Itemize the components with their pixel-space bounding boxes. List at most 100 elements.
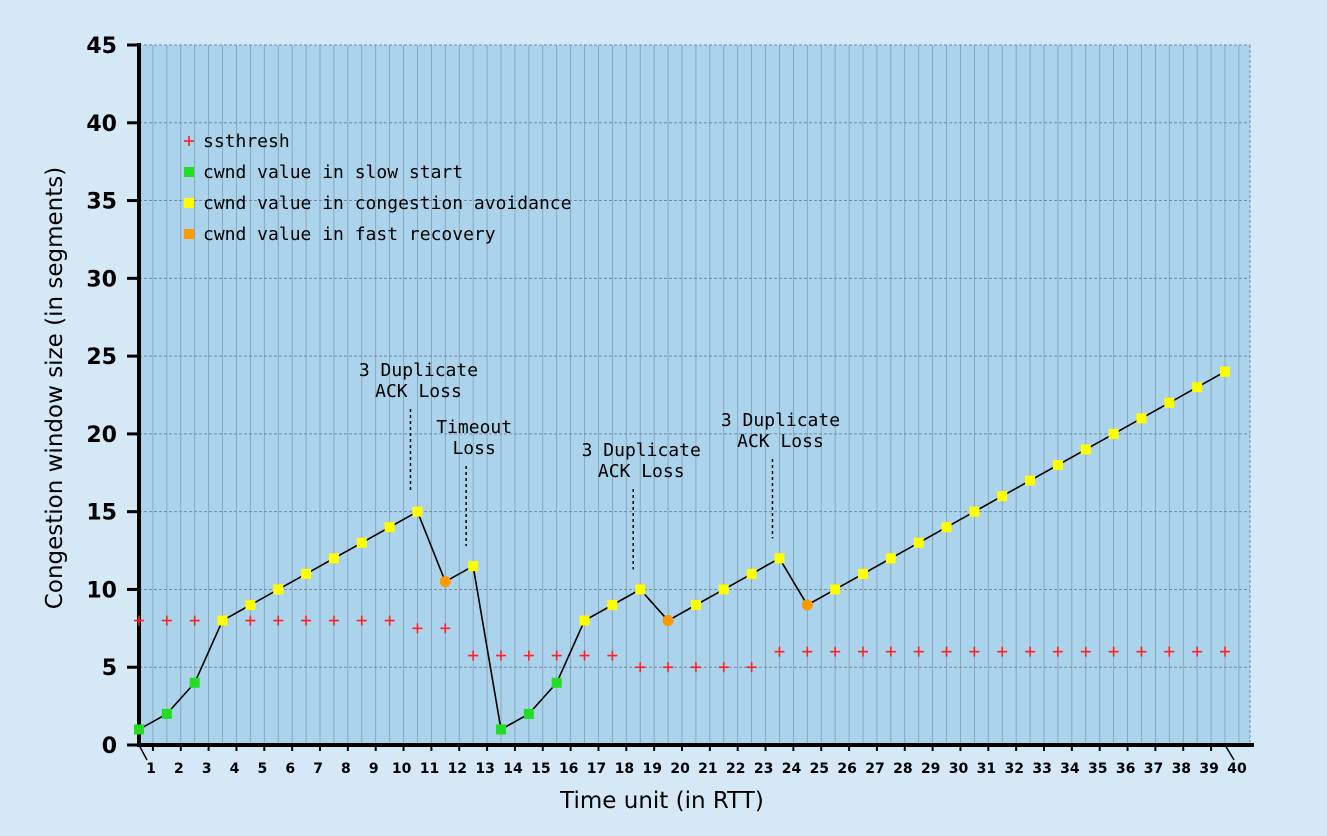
ssthresh-point [635,662,646,673]
x-axis-start-lead [138,744,148,761]
annotation-label: Loss [452,438,495,459]
x-tick-label: 33 [1032,761,1051,777]
x-tick-label: 9 [369,761,379,777]
ssthresh-point [1108,646,1119,657]
ssthresh-point [1136,646,1147,657]
cwnd-point-congestion-avoidance [635,584,646,595]
x-tick-label: 34 [1060,761,1080,777]
ssthresh-point [161,615,172,626]
ssthresh-point [412,623,423,634]
ssthresh-point [858,646,868,657]
legend-marker [184,167,194,177]
legend-marker [184,229,194,239]
ssthresh-point [1080,646,1091,657]
annotation-label: ACK Loss [737,431,824,452]
cwnd-point-congestion-avoidance [997,491,1008,502]
ssthresh-point [718,662,729,673]
cwnd-point-congestion-avoidance [885,553,896,564]
legend-label: ssthresh [203,131,290,152]
ssthresh-point [941,646,952,657]
cwnd-point-congestion-avoidance [384,522,395,533]
x-tick-label: 16 [559,761,578,777]
cwnd-point-congestion-avoidance [718,584,729,595]
x-tick-label: 39 [1199,761,1218,777]
cwnd-point-congestion-avoidance [301,568,312,579]
ssthresh-point [690,662,701,673]
cwnd-point-fast-recovery [439,576,451,588]
cwnd-point-fast-recovery [662,615,674,627]
x-tick-label: 14 [503,761,523,777]
cwnd-point-congestion-avoidance [1136,413,1147,424]
cwnd-point-congestion-avoidance [1080,444,1091,455]
x-tick-label: 12 [448,761,467,777]
cwnd-point-congestion-avoidance [941,522,952,533]
x-tick-label: 27 [865,761,884,777]
x-tick-label: 19 [642,761,661,777]
ssthresh-point [1025,646,1036,657]
cwnd-point-congestion-avoidance [328,553,339,564]
x-tick-label: 18 [615,761,634,777]
x-tick-label: 2 [174,761,184,777]
ssthresh-point [328,615,339,626]
ssthresh-point [245,615,256,626]
cwnd-point-fast-recovery [801,599,813,611]
ssthresh-point [301,615,312,626]
ssthresh-point [468,650,479,661]
cwnd-point-congestion-avoidance [858,568,868,579]
cwnd-point-congestion-avoidance [468,561,479,572]
cwnd-point-congestion-avoidance [245,600,256,610]
cwnd-point-congestion-avoidance [217,615,228,626]
ssthresh-point [551,650,562,661]
legend-label: cwnd value in slow start [203,162,463,183]
cwnd-point-congestion-avoidance [1192,382,1203,393]
x-axis-end-lead [1224,744,1235,761]
ssthresh-point [496,650,506,661]
cwnd-point-congestion-avoidance [774,553,785,564]
cwnd-point-congestion-avoidance [1052,460,1063,470]
annotation-label: 3 Duplicate [721,410,840,431]
ssthresh-point [189,615,200,626]
ssthresh-point [607,650,618,661]
cwnd-point-congestion-avoidance [913,537,924,548]
x-tick-label: 24 [782,761,802,777]
ssthresh-point [663,662,674,673]
cwnd-point-slow-start [551,677,562,688]
x-tick-label: 23 [754,761,773,777]
x-tick-label: 40 [1227,761,1247,777]
legend-marker [184,198,194,208]
cwnd-point-congestion-avoidance [273,584,284,595]
cwnd-point-congestion-avoidance [356,537,367,548]
ssthresh-point [523,650,534,661]
cwnd-point-congestion-avoidance [969,506,980,517]
ssthresh-point [802,646,813,657]
x-axis-title: Time unit (in RTT) [559,788,764,814]
y-tick-label: 5 [102,656,117,681]
cwnd-point-congestion-avoidance [607,600,618,610]
x-tick-label: 29 [921,761,940,777]
ssthresh-point [885,646,896,657]
y-tick-label: 45 [86,34,117,59]
x-tick-label: 8 [341,761,351,777]
cwnd-point-congestion-avoidance [1164,397,1175,408]
ssthresh-point [1052,646,1063,657]
annotation-label: 3 Duplicate [359,360,478,381]
annotation-label: ACK Loss [375,381,462,402]
x-tick-label: 22 [726,761,745,777]
x-tick-label: 35 [1088,761,1107,777]
cwnd-point-congestion-avoidance [1025,475,1036,486]
ssthresh-point [440,623,451,634]
x-tick-label: 37 [1144,761,1163,777]
cwnd-point-congestion-avoidance [830,584,841,595]
cwnd-point-congestion-avoidance [746,568,757,579]
cwnd-point-slow-start [161,708,172,719]
x-tick-label: 7 [313,761,323,777]
cwnd-point-congestion-avoidance [1220,366,1230,377]
y-tick-label: 40 [86,112,117,137]
x-tick-label: 11 [420,761,439,777]
ssthresh-point [579,650,590,661]
y-tick-label: 25 [86,345,117,370]
y-tick-label: 0 [102,734,117,759]
annotation-label: 3 Duplicate [582,440,701,461]
ssthresh-point [356,615,367,626]
x-tick-label: 3 [202,761,212,777]
